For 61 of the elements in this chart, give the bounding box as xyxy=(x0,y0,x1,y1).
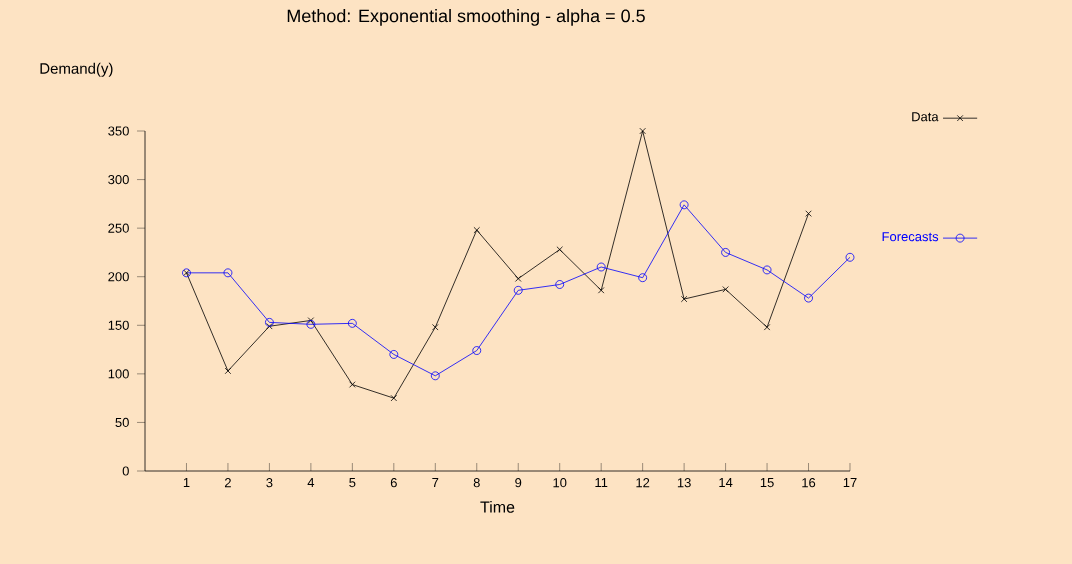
x-tick-label: 1 xyxy=(183,478,190,488)
x-tick-label: 11 xyxy=(595,478,608,488)
point xyxy=(805,210,812,217)
point xyxy=(430,371,440,381)
x-tick-label: 6 xyxy=(390,478,397,488)
x-tick-label: 4 xyxy=(307,478,315,488)
point xyxy=(307,317,315,324)
point xyxy=(804,293,813,303)
x-tick-label: 15 xyxy=(760,478,774,488)
x-tick-label: 2 xyxy=(224,478,231,488)
point xyxy=(347,318,357,328)
point xyxy=(763,324,771,331)
point xyxy=(596,262,606,272)
point xyxy=(680,295,688,303)
x-tick-label: 10 xyxy=(553,478,567,488)
x-axis-title: Time xyxy=(480,500,515,513)
x-tick-label: 3 xyxy=(266,478,273,488)
point xyxy=(349,381,356,388)
y-axis-title: Demand(y) xyxy=(40,62,113,77)
chart-title: Method: Exponential smoothing - alpha = 0.5 xyxy=(287,9,645,26)
point xyxy=(223,268,233,278)
point xyxy=(721,248,730,257)
x-tick-label: 12 xyxy=(636,478,650,488)
x-tick-label: 16 xyxy=(802,478,816,488)
point xyxy=(513,285,523,295)
x-tick-label: 7 xyxy=(432,478,439,488)
legend-label: Data xyxy=(912,112,939,122)
y-tick-label: 50 xyxy=(115,417,129,428)
point xyxy=(845,252,855,262)
y-tick-label: 300 xyxy=(108,174,129,185)
point xyxy=(556,246,563,253)
point xyxy=(638,273,648,283)
x-tick-label: 14 xyxy=(719,478,733,488)
point xyxy=(762,265,772,275)
point xyxy=(555,280,565,289)
x-tick-label: 13 xyxy=(677,478,691,488)
point xyxy=(224,367,232,375)
point xyxy=(306,319,316,329)
point xyxy=(597,287,605,294)
point xyxy=(472,346,482,355)
point xyxy=(389,350,399,359)
point xyxy=(679,200,689,210)
point xyxy=(265,317,274,327)
point xyxy=(515,275,522,282)
x-tick-label: 9 xyxy=(515,478,522,488)
y-tick-label: 250 xyxy=(108,223,129,233)
x-tick-label: 5 xyxy=(349,478,356,488)
legend-label: Forecasts xyxy=(882,232,939,242)
point xyxy=(390,394,398,402)
point xyxy=(473,226,480,234)
y-tick-label: 200 xyxy=(108,272,129,282)
point xyxy=(432,324,439,331)
y-tick-label: 350 xyxy=(108,126,129,136)
y-tick-label: 100 xyxy=(108,369,129,379)
point xyxy=(266,323,273,330)
x-tick-label: 8 xyxy=(473,478,480,488)
y-tick-label: 150 xyxy=(108,320,129,330)
y-tick-label: 0 xyxy=(122,466,129,476)
point xyxy=(639,127,646,135)
point xyxy=(722,286,729,293)
x-tick-label: 17 xyxy=(843,478,857,488)
